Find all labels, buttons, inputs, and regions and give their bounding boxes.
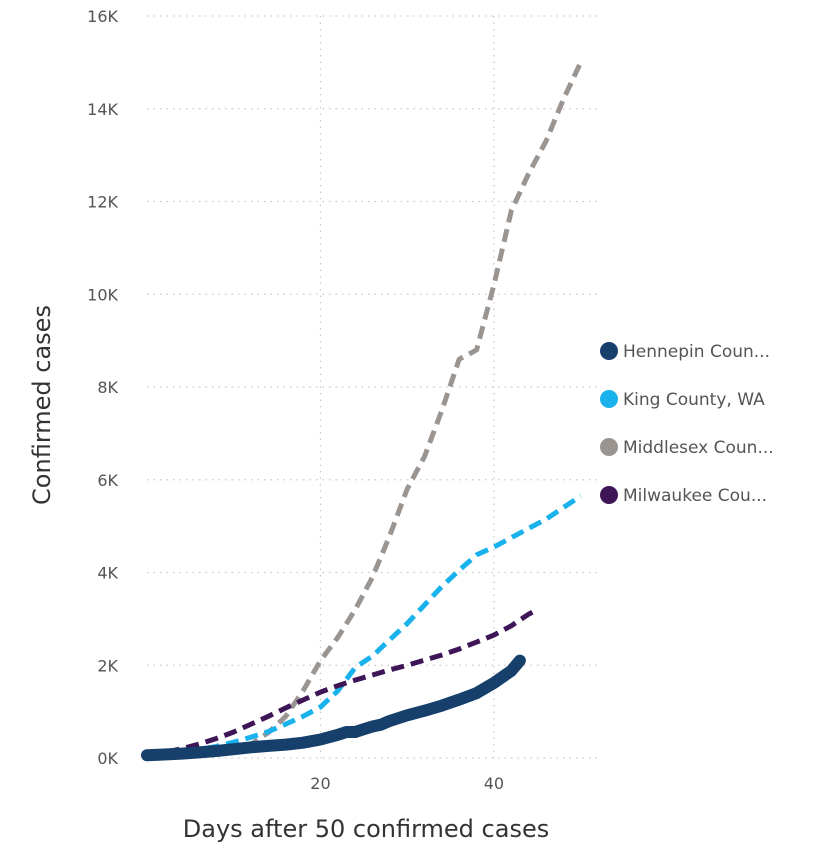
legend-label-middlesex-coun: Middlesex Coun... (623, 438, 774, 458)
y-tick-label: 4K (97, 564, 118, 583)
series-line-milwaukee-cou (146, 607, 539, 758)
x-axis: 20 40 (310, 774, 504, 793)
y-tick-label: 14K (87, 100, 118, 119)
legend-marker-middlesex-coun (600, 438, 618, 456)
y-tick-label: 2K (97, 656, 118, 675)
grid (147, 15, 598, 759)
y-axis: 0K 2K 4K 6K 8K 10K 12K 14K 16K (87, 7, 118, 768)
series-line-hennepin-coun (141, 654, 526, 762)
y-tick-label: 16K (87, 7, 118, 26)
series-line-middlesex-coun (146, 61, 583, 758)
legend: Hennepin Coun... King County, WA Middlesex… (600, 342, 774, 506)
legend-marker-hennepin-coun (600, 342, 618, 360)
x-tick-label: 20 (310, 774, 330, 793)
y-tick-label: 8K (97, 378, 118, 397)
y-tick-label: 0K (97, 749, 118, 768)
x-axis-title: Days after 50 confirmed cases (183, 815, 549, 843)
legend-label-hennepin-coun: Hennepin Coun... (623, 342, 770, 362)
y-tick-label: 10K (87, 285, 118, 304)
x-tick-label: 40 (484, 774, 504, 793)
legend-marker-king-county-wa (600, 390, 618, 408)
y-tick-label: 6K (97, 471, 118, 490)
legend-label-king-county-wa: King County, WA (623, 390, 765, 410)
series-lines (141, 61, 583, 762)
y-tick-label: 12K (87, 193, 118, 212)
legend-marker-milwaukee-cou (600, 486, 618, 504)
legend-label-milwaukee-cou: Milwaukee Cou... (623, 486, 767, 506)
y-axis-title: Confirmed cases (28, 305, 56, 505)
